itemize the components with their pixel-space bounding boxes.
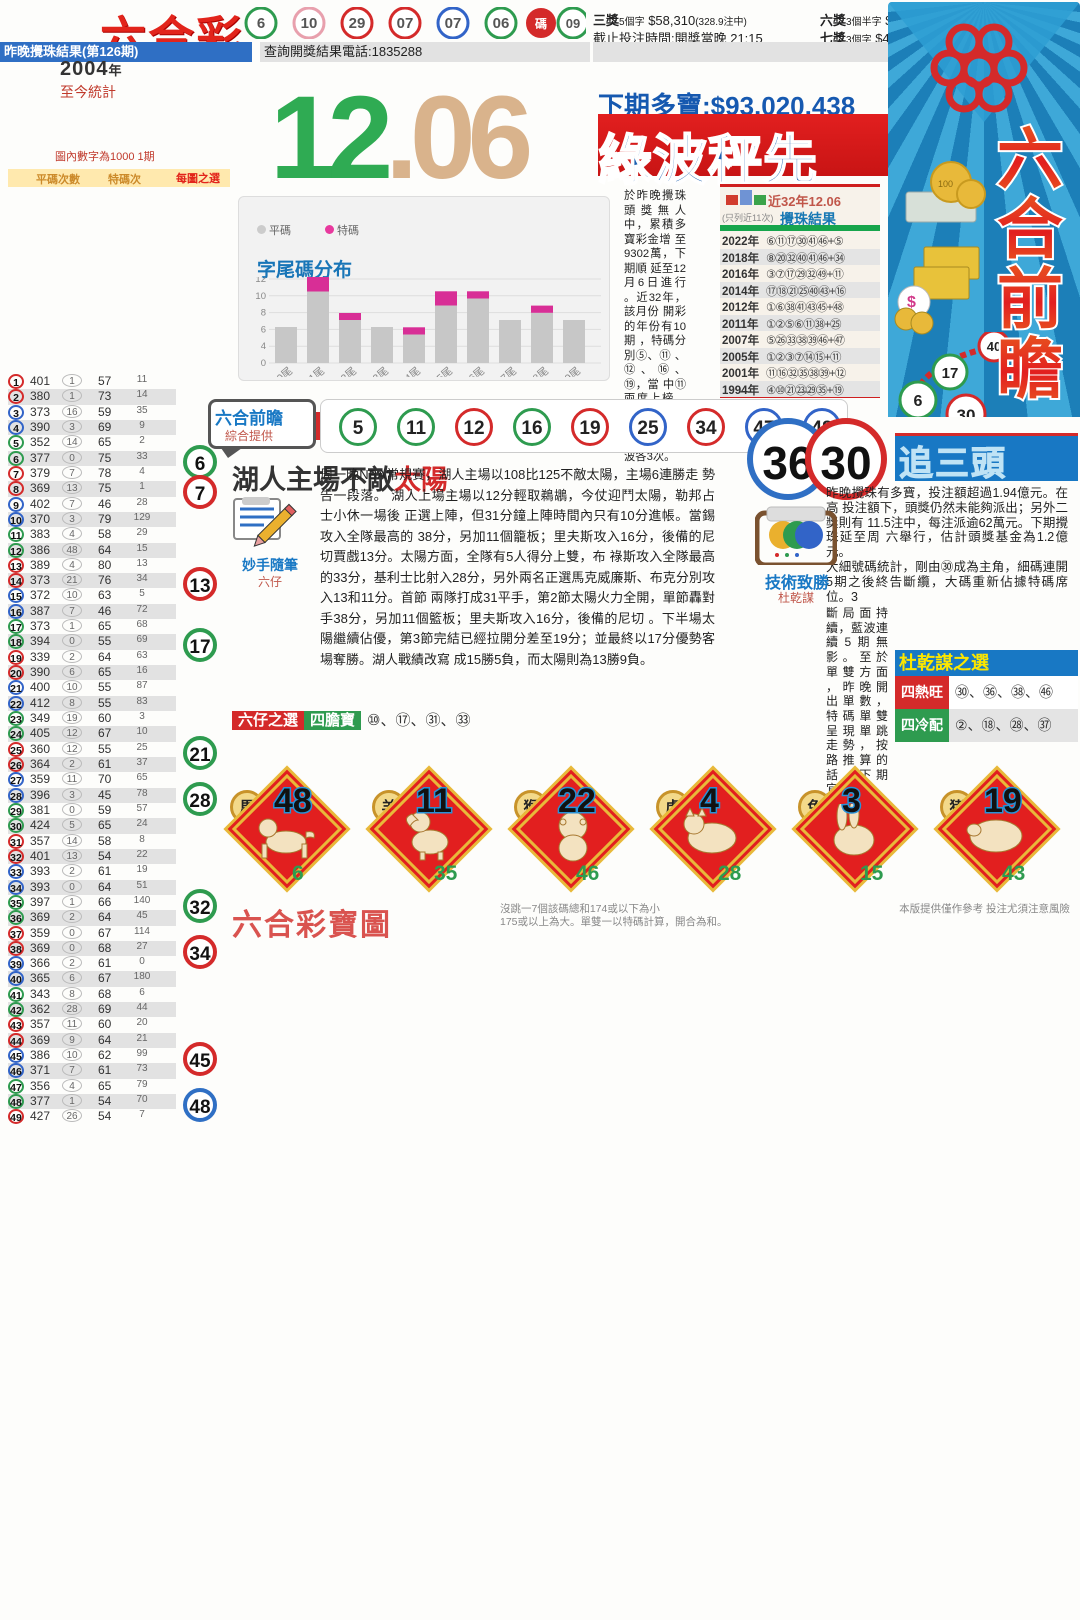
svg-text:9尾: 9尾 bbox=[563, 365, 583, 377]
svg-text:5尾: 5尾 bbox=[435, 365, 455, 377]
svg-text:10: 10 bbox=[255, 291, 266, 302]
svg-text:2尾: 2尾 bbox=[339, 365, 359, 377]
svg-text:0: 0 bbox=[261, 358, 266, 369]
svg-text:0尾: 0尾 bbox=[275, 365, 295, 377]
svg-text:6: 6 bbox=[261, 324, 266, 335]
svg-text:07: 07 bbox=[397, 15, 414, 32]
svg-text:30: 30 bbox=[957, 406, 976, 417]
svg-text:09: 09 bbox=[566, 16, 580, 31]
svg-text:碼: 碼 bbox=[534, 16, 547, 31]
svg-text:1尾: 1尾 bbox=[307, 365, 327, 377]
svg-text:8: 8 bbox=[261, 308, 266, 319]
svg-text:6: 6 bbox=[257, 15, 265, 32]
svg-text:06: 06 bbox=[493, 15, 510, 32]
svg-text:3尾: 3尾 bbox=[371, 365, 391, 377]
svg-text:12: 12 bbox=[255, 277, 266, 285]
svg-text:8尾: 8尾 bbox=[531, 365, 551, 377]
svg-text:7尾: 7尾 bbox=[499, 365, 519, 377]
svg-text:瞻: 瞻 bbox=[997, 332, 1063, 402]
svg-text:4尾: 4尾 bbox=[403, 365, 423, 377]
svg-text:合: 合 bbox=[997, 192, 1063, 266]
svg-text:07: 07 bbox=[445, 15, 462, 32]
svg-text:100: 100 bbox=[938, 179, 953, 189]
svg-text:29: 29 bbox=[349, 15, 366, 32]
svg-text:6尾: 6尾 bbox=[467, 365, 487, 377]
svg-text:前: 前 bbox=[997, 262, 1063, 336]
svg-text:6: 6 bbox=[914, 393, 923, 410]
svg-text:17: 17 bbox=[942, 365, 959, 382]
svg-text:10: 10 bbox=[301, 15, 318, 32]
svg-text:六: 六 bbox=[997, 122, 1063, 196]
svg-text:4: 4 bbox=[261, 341, 266, 352]
